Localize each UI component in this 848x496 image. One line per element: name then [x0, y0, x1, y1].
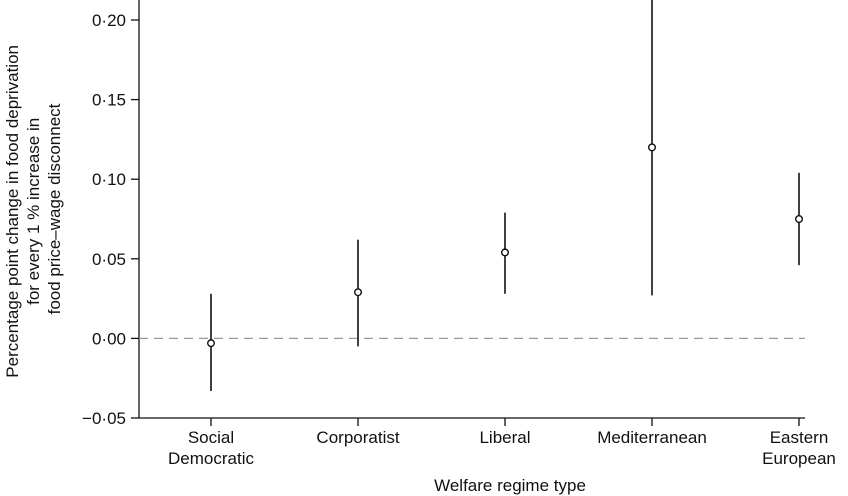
y-tick-label: 0·10: [92, 170, 126, 189]
point-estimate: [795, 214, 804, 223]
x-tick-label: Liberal: [479, 428, 530, 447]
data-marks: [206, 0, 804, 391]
y-axis-title-line-2: for every 1 % increase in: [24, 118, 43, 305]
point-estimate: [501, 248, 510, 257]
y-tick-label: 0·20: [92, 11, 126, 30]
point-estimate: [648, 143, 657, 152]
x-tick-label-line: European: [762, 449, 836, 468]
point-estimate: [206, 339, 215, 348]
x-tick-label-line: Mediterranean: [597, 428, 707, 447]
x-tick-label-line: Eastern: [770, 428, 829, 447]
point-estimate: [354, 288, 363, 297]
y-tick-label: 0·00: [92, 329, 126, 348]
y-axis-title-line-1: Percentage point change in food deprivat…: [3, 45, 22, 378]
x-tick-label: Eastern European: [762, 428, 836, 468]
y-axis-title-line-3: food price–wage disconnect: [45, 103, 64, 314]
x-tick-label-line: Corporatist: [316, 428, 399, 447]
y-ticks: −0·05 0·00 0·05 0·10 0·15 0·20: [82, 11, 139, 428]
y-tick-label: 0·05: [92, 250, 126, 269]
y-tick-label: −0·05: [82, 409, 126, 428]
x-axis-title: Welfare regime type: [434, 476, 586, 495]
y-axis-title: Percentage point change in food deprivat…: [3, 40, 64, 377]
y-tick-label: 0·15: [92, 91, 126, 110]
x-tick-label-line: Liberal: [479, 428, 530, 447]
x-ticks: Social Democratic Corporatist Liberal Medite…: [168, 418, 836, 468]
x-tick-label-line: Social: [188, 428, 234, 447]
x-tick-label: Mediterranean: [597, 428, 707, 447]
x-tick-label: Social Democratic: [168, 428, 254, 468]
x-tick-label: Corporatist: [316, 428, 399, 447]
x-tick-label-line: Democratic: [168, 449, 254, 468]
